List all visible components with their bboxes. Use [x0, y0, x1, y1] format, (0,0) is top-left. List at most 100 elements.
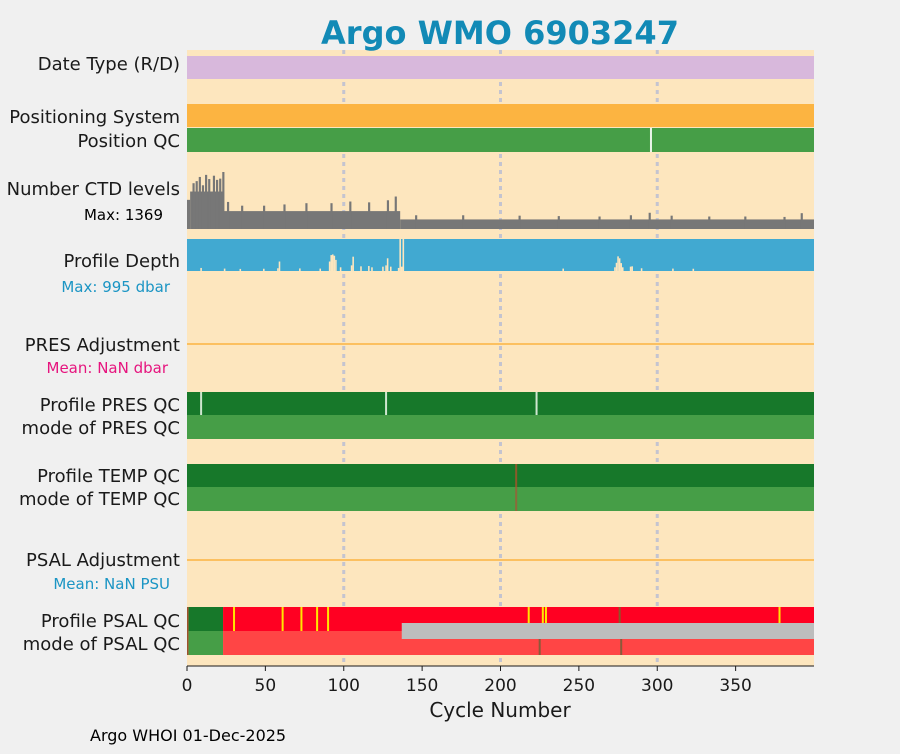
- row-positioning_system: [187, 104, 814, 127]
- profile_pres_qc-marker-127: [385, 392, 388, 415]
- ctd-spike-381: [783, 216, 786, 229]
- x-tick-label-300: 300: [641, 676, 673, 696]
- profile_psal_qc-marker-276: [618, 607, 621, 631]
- label-ctd_levels-note: Max: 1369: [84, 206, 163, 224]
- profile-depth-gap-276: [618, 258, 621, 271]
- ctd-level-block-3: [400, 219, 814, 229]
- label-profile_temp_qc-label: Profile TEMP QC: [37, 466, 180, 487]
- mode_pres_qc-segment-0: [187, 415, 814, 439]
- profile_psal_qc-marker-378: [778, 607, 781, 631]
- ctd-spike-21: [219, 178, 222, 229]
- profile-depth-gap-105: [350, 265, 353, 271]
- ctd-spike-6: [195, 181, 198, 229]
- ctd-spike-133: [394, 196, 397, 229]
- ctd-spike-17: [212, 175, 216, 229]
- ctd-spike-146: [415, 215, 418, 229]
- row-profile_pres_qc: [187, 392, 814, 415]
- ctd-spike-176: [462, 215, 465, 229]
- ctd-spike-237: [557, 216, 560, 229]
- profile-depth-gap-284: [631, 266, 633, 271]
- row-mode_temp_qc: [187, 487, 814, 511]
- profile-depth-gap-59: [278, 261, 281, 271]
- row-date_type: [187, 56, 814, 79]
- profile_pres_qc-marker-9: [200, 392, 203, 415]
- psal_grey-segment-0: [401, 623, 814, 639]
- ctd-spike-392: [800, 213, 803, 229]
- profile-depth-gap-94: [333, 255, 336, 271]
- ctd-spike-49: [263, 205, 266, 229]
- ctd-spike-23: [222, 172, 225, 229]
- profile-depth-gap-127: [385, 265, 387, 271]
- ctd-spike-14: [208, 179, 211, 229]
- ctd-spike-104: [349, 201, 352, 229]
- row-profile-depth: [187, 239, 814, 271]
- row-ctd-levels: [187, 172, 814, 229]
- x-axis-label: Cycle Number: [429, 698, 571, 722]
- mode_psal_qc-segment-0: [187, 631, 189, 655]
- x-axis: 0 50 100 150 200 250 300 350: [182, 665, 814, 696]
- x-tick-label-350: 350: [719, 676, 751, 696]
- ctd-spike-309: [670, 215, 673, 229]
- ctd-spike-263: [598, 216, 601, 229]
- label-positioning_system-label: Positioning System: [9, 107, 180, 128]
- profile_temp_qc-marker-210: [515, 464, 518, 487]
- label-ctd_levels-label: Number CTD levels: [7, 179, 180, 200]
- profile-depth-band: [187, 239, 814, 271]
- ctd-spike-295: [648, 212, 651, 229]
- ctd-spike-283: [629, 215, 632, 229]
- x-tick-label-0: 0: [182, 676, 193, 696]
- profile-depth-gap-273: [614, 267, 616, 271]
- row-position_qc: [187, 128, 814, 152]
- profile_psal_qc-segment-0: [187, 607, 189, 631]
- x-tick-label-150: 150: [406, 676, 438, 696]
- profile-depth-gap-34: [239, 268, 242, 271]
- ctd-spike-356: [744, 216, 747, 229]
- mode_psal_qc-marker-225: [538, 631, 541, 655]
- mode_temp_qc-marker-210: [515, 487, 518, 511]
- data-rows: [187, 56, 815, 655]
- label-position_qc-label: Position QC: [77, 131, 180, 152]
- mode_psal_qc-segment-1: [188, 631, 224, 655]
- profile-depth-gap-310: [672, 268, 674, 271]
- label-date_type-label: Date Type (R/D): [38, 54, 180, 75]
- profile-depth-gap-283: [629, 266, 632, 271]
- label-psal_adjustment-label: PSAL Adjustment: [26, 550, 180, 571]
- row-labels: Date Type (R/D) Positioning System Positio…: [7, 54, 180, 655]
- position_qc-marker-296: [649, 128, 652, 152]
- profile-depth-gap-277: [620, 263, 622, 271]
- label-pres_adjustment-note: Mean: NaN dbar: [47, 359, 169, 377]
- profile-depth-gap-274: [615, 262, 618, 271]
- ctd-spike-76: [305, 203, 308, 229]
- profile-depth-gap-111: [360, 266, 362, 271]
- profile_psal_qc-marker-83: [316, 607, 319, 631]
- row-psal_grey: [401, 623, 814, 639]
- profile-depth-gap-95: [335, 259, 337, 271]
- profile-depth-gap-58: [277, 268, 279, 271]
- ctd-spike-212: [518, 215, 521, 229]
- profile-depth-gap-49: [263, 268, 265, 271]
- profile-depth-gap-72: [299, 268, 301, 271]
- profile-depth-gap-9: [200, 267, 202, 271]
- profile-depth-gap-116: [368, 266, 370, 271]
- label-mode_psal_qc-label: mode of PSAL QC: [23, 634, 180, 655]
- profile-depth-gap-24: [223, 268, 226, 271]
- profile-depth-gap-135: [397, 267, 400, 271]
- profile_psal_qc-marker-229: [544, 607, 547, 631]
- profile-depth-gap-240: [562, 268, 564, 271]
- profile_psal_qc-marker-90: [327, 607, 330, 631]
- mode_temp_qc-segment-0: [187, 487, 814, 511]
- profile-depth-gap-128: [386, 258, 389, 271]
- label-profile_pres_qc-label: Profile PRES QC: [40, 395, 180, 416]
- ctd-spike-333: [708, 216, 711, 229]
- ctd-spike-10: [201, 185, 205, 229]
- ctd-spike-35: [241, 205, 244, 229]
- ctd-spike-128: [386, 200, 390, 229]
- profile-depth-gap-125: [382, 266, 384, 271]
- profile_psal_qc-marker-61: [281, 607, 284, 631]
- label-profile_depth-label: Profile Depth: [63, 251, 180, 272]
- profile_psal_qc-marker-30: [233, 607, 236, 631]
- row-profile_temp_qc: [187, 464, 814, 487]
- ctd-spike-92: [330, 203, 333, 229]
